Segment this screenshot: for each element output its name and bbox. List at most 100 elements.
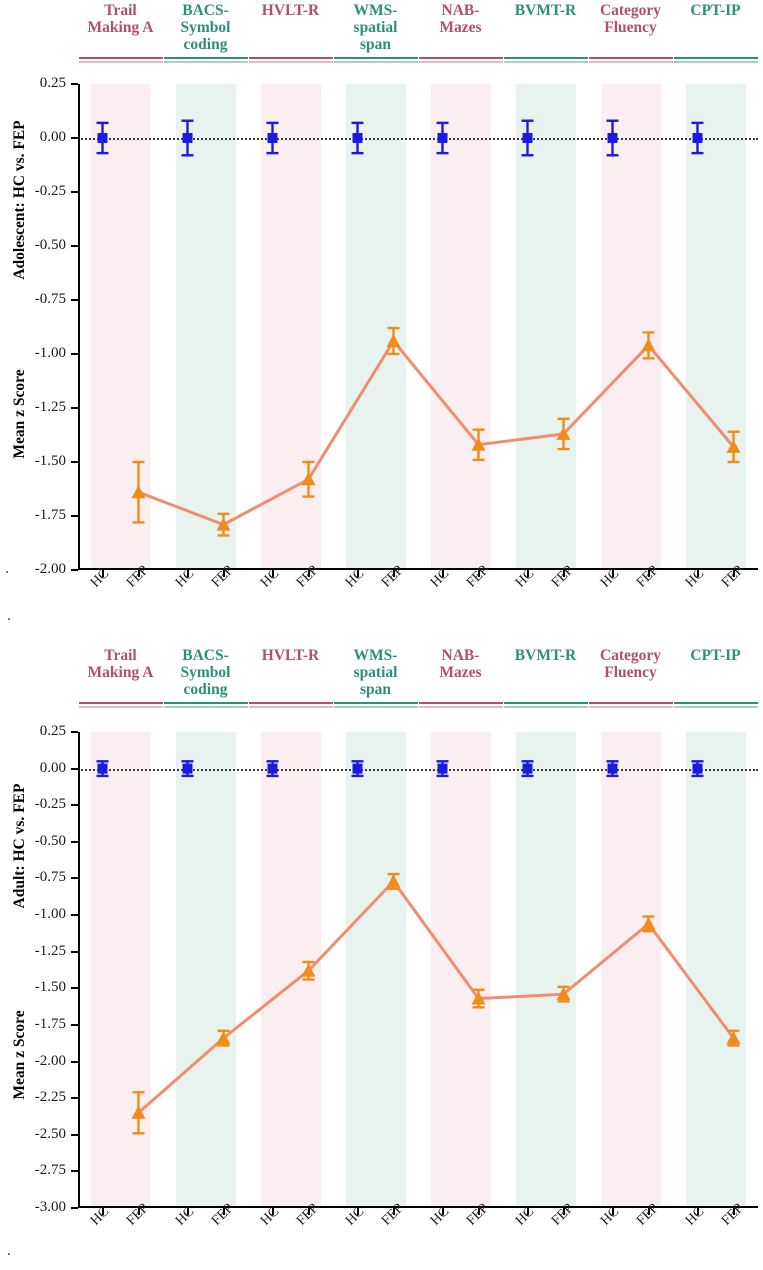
domain-header-line: WMS- — [353, 2, 398, 19]
fep-data-point — [301, 472, 316, 486]
y-axis-group-title: Adolescent: HC vs. FEP — [11, 120, 28, 280]
y-axis-tick — [71, 914, 78, 917]
y-axis-tick — [71, 877, 78, 880]
y-axis-tick-label: -3.00 — [34, 1199, 66, 1215]
domain-header-rule-light — [418, 706, 503, 708]
domain-header-line: NAB- — [441, 647, 480, 664]
domain-header-rule-light — [248, 706, 333, 708]
fep-data-point — [471, 991, 486, 1005]
y-axis-tick-label: -1.75 — [34, 1015, 66, 1032]
domain-header-rule-light — [333, 61, 418, 63]
y-axis-tick-label: -0.75 — [34, 291, 66, 307]
y-axis-tick-label: -1.75 — [34, 507, 66, 523]
domain-header-rule-dark — [333, 57, 418, 59]
fep-data-point — [301, 963, 316, 977]
x-axis-tick — [271, 570, 274, 577]
y-axis-tick-label: -0.50 — [34, 832, 66, 849]
domain-header-line: Symbol — [180, 19, 231, 36]
x-axis-tick — [611, 570, 614, 577]
column-bands-adult — [78, 732, 758, 1208]
plot-area-adolescent: 0.25 0.00 -0.25 -0.50 -0.75 -1.00 -1.25 -1.50 -1… — [11, 75, 758, 591]
domain-header-6: BVMT-R — [494, 2, 598, 63]
y-axis-tick — [71, 1207, 78, 1209]
y-axis-tick — [71, 137, 78, 139]
artifact-speck — [6, 571, 8, 573]
domain-header-line: Trail — [104, 647, 137, 664]
column-band-6 — [515, 732, 576, 1208]
domain-header-line: Trail — [104, 2, 137, 19]
domain-header-line: Fluency — [604, 19, 657, 36]
x-axis-tick — [477, 1208, 480, 1215]
hc-data-point — [267, 763, 278, 774]
x-axis-tick — [101, 570, 104, 577]
domain-header-rule — [78, 702, 163, 708]
domain-header-3: HVLT-R — [239, 647, 343, 708]
column-band-6 — [515, 84, 576, 570]
x-axis-tick — [356, 1208, 359, 1215]
y-axis-tick-label: -1.25 — [34, 942, 66, 959]
x-axis-group-label: HC — [87, 566, 112, 591]
domain-header-line: span — [359, 681, 392, 698]
series-layer-adult — [96, 760, 741, 1135]
x-axis-tick — [307, 570, 310, 577]
domain-header-1: Trail Making A — [69, 2, 173, 63]
y-axis-tick-label: 0.00 — [39, 759, 66, 776]
domain-header-rule-dark — [503, 57, 588, 59]
x-axis-tick — [441, 570, 444, 577]
y-axis-tick — [71, 515, 78, 517]
y-axis-tick — [71, 767, 78, 770]
domain-header-rule — [588, 57, 673, 63]
y-axis-group-title: Adult: HC vs. FEP — [11, 783, 28, 909]
y-axis-title: Mean z Score — [11, 369, 28, 459]
column-band-2 — [175, 732, 236, 1208]
artifact-speck — [8, 1253, 10, 1255]
y-axis-tick — [71, 299, 78, 301]
domain-header-rule-light — [503, 61, 588, 63]
domain-header-3: HVLT-R — [239, 2, 343, 63]
x-axis-group-label: HC — [682, 1204, 707, 1229]
y-axis-tick-label: -1.00 — [34, 345, 66, 361]
domain-header-rule — [333, 702, 418, 708]
x-axis-tick — [101, 1208, 104, 1215]
y-axis-tick — [71, 245, 78, 247]
fep-connecting-line — [137, 879, 735, 1114]
y-axis-tick — [71, 1133, 78, 1136]
fep-data-point — [216, 1031, 231, 1045]
domain-header-line: coding — [183, 681, 228, 698]
x-axis-group-label: HC — [597, 566, 622, 591]
fep-data-point — [726, 439, 741, 453]
domain-header-rule — [248, 57, 333, 63]
hc-data-point — [437, 763, 448, 774]
y-axis-tick-label: -2.00 — [34, 1052, 66, 1069]
y-axis-tick — [71, 83, 78, 85]
domain-header-rule — [503, 57, 588, 63]
hc-data-point — [607, 133, 618, 143]
hc-data-point — [97, 763, 108, 774]
domain-header-4: WMS-spatial span — [324, 647, 428, 708]
domain-header-rule — [418, 57, 503, 63]
domain-header-rule-dark — [673, 702, 758, 704]
y-axis-tick-label: -2.00 — [34, 561, 66, 577]
y-axis-tick-label: -0.50 — [34, 237, 66, 253]
column-band-1 — [90, 732, 151, 1208]
chart-panel-adult: Trail Making A BACS- Symbol coding HVLT-R WMS-… — [0, 635, 763, 1270]
domain-header-2: BACS- Symbol coding — [154, 2, 258, 63]
domain-header-rule-dark — [78, 57, 163, 59]
x-axis-tick — [647, 1208, 650, 1215]
domain-header-rule-light — [163, 61, 248, 63]
domain-header-line: NAB- — [441, 2, 480, 19]
x-axis-tick — [696, 570, 699, 577]
domain-header-line: Category — [599, 647, 662, 664]
domain-header-rule — [418, 702, 503, 708]
fep-data-point — [641, 916, 656, 930]
domain-header-rule-dark — [418, 57, 503, 59]
x-axis-tick — [356, 570, 359, 577]
domain-header-rule-light — [503, 706, 588, 708]
fep-data-point — [216, 517, 231, 531]
artifact-speck — [8, 618, 10, 620]
domain-header-rule-light — [418, 61, 503, 63]
y-axis-tick — [71, 731, 78, 733]
domain-header-rule-light — [78, 706, 163, 708]
domain-header-rule — [78, 57, 163, 63]
column-band-8 — [685, 84, 746, 570]
